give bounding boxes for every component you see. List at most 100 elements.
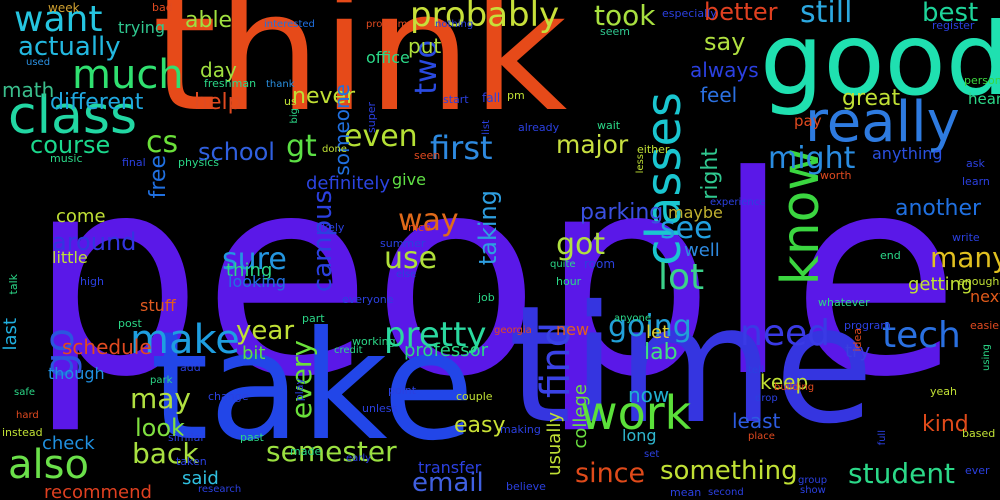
word-taken: taken [176, 455, 207, 468]
word-usually: usually [544, 412, 565, 476]
word-took: took [594, 0, 656, 32]
word-ask: ask [966, 157, 985, 170]
word-probably: probably [410, 0, 560, 35]
word-able: able [185, 8, 233, 33]
word-still: still [800, 0, 853, 30]
word-need: need [740, 313, 830, 354]
word-second: second [708, 487, 744, 498]
word-building: building [774, 382, 815, 393]
word-looking: looking [228, 272, 287, 291]
word-pretty: pretty [384, 315, 487, 355]
word-see: see [660, 211, 713, 246]
word-big: big [289, 108, 300, 124]
word-thank: thank [266, 79, 295, 90]
word-long: long [622, 426, 657, 445]
word-idea: idea [851, 328, 864, 352]
word-year: year [236, 316, 295, 346]
word-part: part [302, 312, 325, 325]
word-making: making [500, 423, 541, 436]
word-sure: sure [222, 242, 287, 277]
word-give: give [392, 170, 426, 189]
word-end: end [880, 249, 901, 262]
word-lot: lot [658, 257, 705, 298]
word-way: way [398, 203, 459, 238]
word-learn: learn [962, 175, 990, 188]
word-time: time [508, 272, 875, 460]
word-wait: wait [597, 119, 621, 132]
word-help: help [194, 90, 242, 115]
word-room: room [584, 257, 616, 271]
word-recommend: recommend [44, 482, 152, 500]
word-set: set [644, 449, 660, 460]
word-let: let [646, 322, 670, 343]
word-make: make [130, 317, 240, 363]
word-georgia: georgia [494, 325, 532, 336]
word-math: math [2, 78, 55, 102]
word-couple: couple [456, 390, 493, 403]
word-want: want [14, 0, 103, 40]
word-another: another [895, 196, 982, 221]
word-say: say [704, 28, 746, 56]
word-final: final [122, 156, 146, 169]
word-check: check [42, 433, 95, 454]
word-keep: keep [760, 370, 809, 394]
word-instead: instead [2, 426, 43, 439]
word-done: done [322, 144, 347, 155]
word-someone: someone [330, 84, 354, 176]
word-past: past [240, 431, 264, 444]
word-new: new [556, 320, 590, 339]
word-look: look [135, 414, 185, 442]
word-office: office [366, 48, 410, 67]
word-kind: kind [922, 412, 969, 437]
word-list: list [481, 120, 492, 135]
word-think: think [152, 0, 568, 148]
word-around: around [52, 228, 137, 256]
word-got: got [556, 227, 606, 262]
word-may: may [130, 382, 192, 415]
word-group: group [798, 475, 828, 486]
word-right: right [698, 148, 723, 200]
word-thing: thing [226, 260, 273, 281]
word-semester: semester [266, 435, 397, 468]
word-best: best [922, 0, 979, 28]
word-easy: easy [454, 413, 506, 438]
word-high: high [80, 275, 104, 288]
word-anyone: anyone [614, 313, 651, 324]
word-try: try [845, 341, 871, 362]
word-research: research [198, 484, 242, 495]
word-first: first [430, 129, 493, 167]
word-since: since [575, 458, 646, 489]
word-heard: heard [968, 90, 1000, 108]
word-working: working [352, 335, 396, 348]
word-put: put [408, 34, 442, 58]
word-play: play [293, 378, 306, 402]
word-super: super [365, 102, 378, 133]
word-back: back [132, 437, 199, 470]
word-especially: especially [662, 7, 717, 20]
word-pay: pay [794, 112, 822, 130]
word-gt: gt [286, 129, 317, 164]
word-likely: likely [316, 221, 345, 234]
word-else: else [396, 269, 417, 280]
word-school: school [198, 138, 275, 166]
word-nice: nice [408, 221, 431, 234]
word-well: well [684, 240, 720, 261]
word-cs: cs [146, 125, 179, 160]
word-talk: talk [7, 274, 20, 295]
word-tech: tech [882, 315, 961, 356]
word-course: course [30, 131, 111, 159]
word-hour: hour [556, 275, 582, 288]
word-freshman: freshman [204, 77, 257, 90]
word-pm: pm [507, 89, 525, 102]
word-much: much [72, 52, 184, 98]
word-definitely: definitely [306, 173, 391, 194]
word-seem: seem [600, 25, 630, 38]
word-summer: summer [380, 237, 426, 250]
word-nothing: nothing [435, 19, 474, 30]
word-early: early [346, 453, 372, 464]
word-everyone: everyone [342, 293, 394, 306]
word-something: something [660, 456, 798, 486]
word-full: full [877, 430, 888, 446]
word-job: job [478, 291, 495, 304]
word-never: never [292, 84, 356, 109]
